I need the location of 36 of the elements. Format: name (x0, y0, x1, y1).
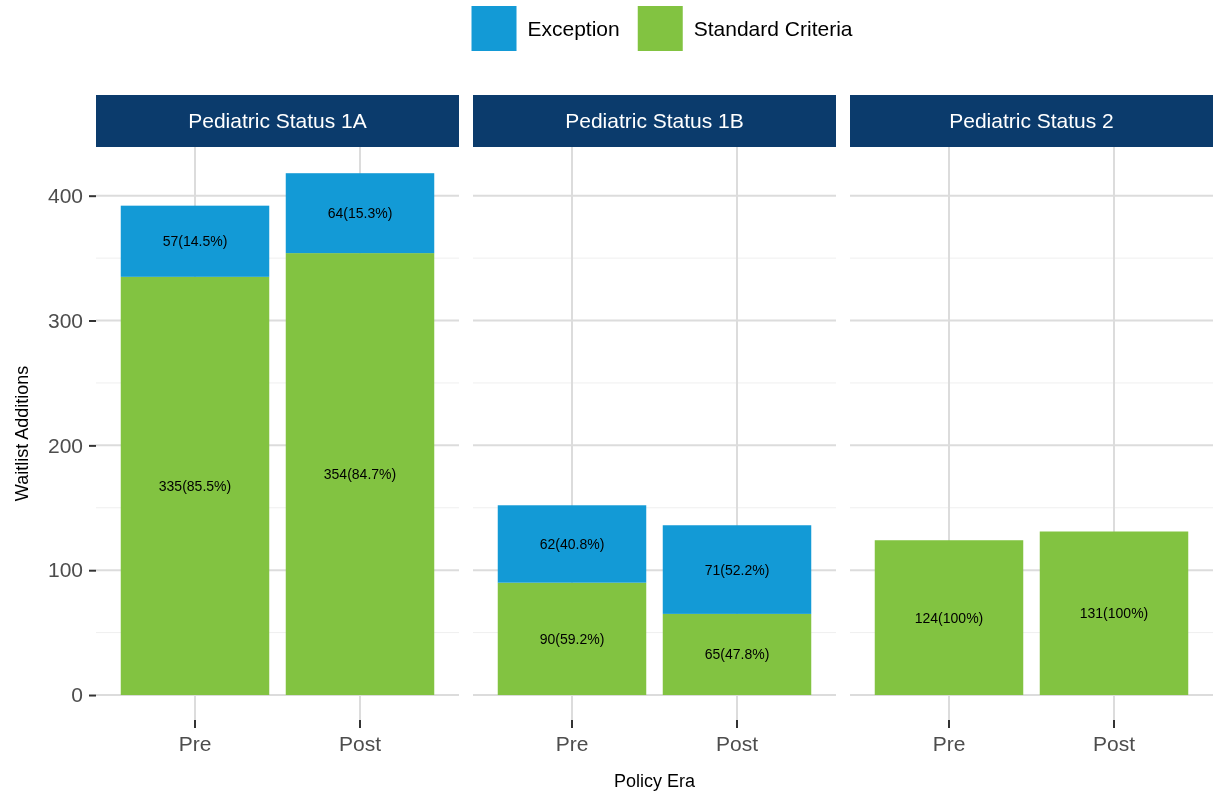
x-tick-label: Pre (555, 731, 589, 755)
data-label: 64(15.3%) (327, 205, 393, 222)
x-tick-label: Post (338, 731, 382, 755)
y-tick-label: 400 (47, 183, 83, 207)
chart-title: Pediatric Status 2 (949, 109, 1114, 132)
data-label: 62(40.8%) (539, 535, 605, 552)
x-axis-title: Policy Era (613, 771, 696, 791)
legend-label: Exception (527, 17, 620, 40)
y-tick-label: 0 (71, 683, 83, 707)
x-tick-label: Pre (178, 731, 212, 755)
y-tick-label: 100 (47, 558, 83, 582)
bar (120, 276, 270, 696)
data-label: 71(52.2%) (704, 561, 770, 578)
data-label: 131(100%) (1079, 605, 1149, 622)
data-label: 124(100%) (914, 609, 984, 626)
bar (497, 582, 647, 696)
chart-title: Pediatric Status 1A (188, 109, 367, 132)
data-label: 65(47.8%) (704, 646, 770, 663)
y-tick-label: 300 (47, 308, 83, 332)
data-label: 335(85.5%) (158, 477, 232, 494)
data-label: 354(84.7%) (323, 466, 397, 483)
data-label: 57(14.5%) (162, 233, 228, 250)
bar (662, 525, 812, 614)
x-tick-label: Pre (932, 731, 966, 755)
x-tick-label: Post (1092, 731, 1136, 755)
legend-label: Standard Criteria (693, 17, 853, 40)
bar (120, 205, 270, 277)
x-tick-label: Post (715, 731, 759, 755)
chart-title: Pediatric Status 1B (565, 109, 744, 132)
bar (497, 505, 647, 583)
bar (662, 613, 812, 696)
y-tick-label: 200 (47, 433, 83, 457)
bar (285, 173, 435, 254)
data-label: 90(59.2%) (539, 630, 605, 647)
y-axis-title: Waitlist Additions (12, 365, 32, 502)
bar (285, 253, 435, 696)
